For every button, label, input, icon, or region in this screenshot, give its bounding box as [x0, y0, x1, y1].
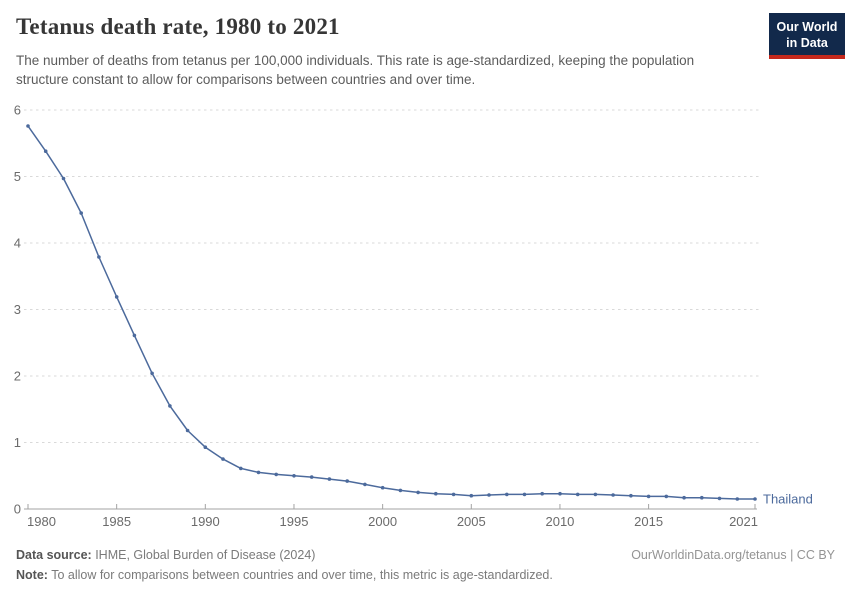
data-point[interactable]	[292, 474, 296, 478]
data-point[interactable]	[203, 445, 208, 450]
data-point[interactable]	[274, 472, 279, 477]
data-point[interactable]	[150, 371, 154, 376]
data-point[interactable]	[629, 493, 633, 498]
data-point[interactable]	[434, 491, 438, 496]
y-tick-label: 3	[14, 302, 21, 317]
x-tick-label: 1990	[191, 514, 220, 529]
y-tick-label: 5	[14, 169, 21, 184]
data-point[interactable]	[451, 492, 456, 497]
data-point[interactable]	[575, 492, 580, 497]
y-tick-label: 0	[14, 502, 21, 517]
data-source-text: IHME, Global Burden of Disease (2024)	[91, 548, 316, 562]
data-point[interactable]	[664, 494, 669, 499]
data-point[interactable]	[43, 149, 48, 153]
x-tick-label: 1985	[102, 514, 131, 529]
y-tick-label: 1	[14, 435, 21, 450]
entity-label-thailand[interactable]: Thailand	[763, 492, 813, 507]
data-point[interactable]	[185, 428, 190, 433]
x-tick-label: 2015	[634, 514, 663, 529]
chart-footer: Data source: IHME, Global Burden of Dise…	[16, 545, 835, 585]
note-text: To allow for comparisons between countri…	[47, 568, 553, 582]
data-point[interactable]	[221, 457, 225, 461]
page-title: Tetanus death rate, 1980 to 2021	[16, 14, 340, 39]
data-point[interactable]	[97, 255, 101, 259]
data-point[interactable]	[682, 495, 686, 500]
series-points[interactable]	[26, 124, 757, 501]
owid-logo-line1: Our World	[776, 20, 838, 34]
data-point[interactable]	[646, 494, 651, 499]
note-label: Note:	[16, 568, 48, 582]
chart-subtitle: The number of deaths from tetanus per 10…	[16, 53, 695, 88]
owid-logo-line2: in Data	[786, 36, 828, 50]
data-point[interactable]	[753, 497, 757, 501]
x-tick-label: 1980	[27, 514, 56, 529]
data-point[interactable]	[735, 497, 740, 501]
data-point[interactable]	[522, 492, 527, 497]
x-tick-label: 2010	[545, 514, 574, 529]
data-point[interactable]	[593, 492, 598, 497]
data-point[interactable]	[363, 482, 367, 487]
y-gridlines	[24, 109, 762, 443]
data-source: Data source: IHME, Global Burden of Dise…	[16, 545, 315, 565]
data-point[interactable]	[611, 493, 615, 497]
data-point[interactable]	[168, 404, 172, 408]
note: Note: To allow for comparisons between c…	[16, 565, 835, 585]
data-point[interactable]	[132, 333, 137, 338]
data-point[interactable]	[380, 485, 385, 490]
data-source-label: Data source:	[16, 548, 92, 562]
data-point[interactable]	[61, 176, 66, 181]
x-tick-label: 2005	[457, 514, 486, 529]
license-link[interactable]: OurWorldinData.org/tetanus | CC BY	[631, 548, 835, 562]
x-tick-label: 2000	[368, 514, 397, 529]
data-point[interactable]	[26, 124, 30, 128]
data-point[interactable]	[114, 295, 119, 299]
line-chart: 0 1 2 3 4 5 6 1980 1985 1990 1995 2000 2005 2010 2015 2…	[0, 95, 850, 545]
data-point[interactable]	[79, 211, 83, 215]
data-point[interactable]	[487, 493, 491, 497]
data-point[interactable]	[505, 492, 509, 497]
data-point[interactable]	[345, 479, 350, 483]
data-point[interactable]	[327, 477, 332, 481]
data-point[interactable]	[558, 491, 562, 496]
data-point[interactable]	[416, 490, 420, 495]
y-tick-label: 4	[14, 236, 21, 251]
data-point[interactable]	[256, 470, 261, 475]
data-point[interactable]	[540, 491, 544, 496]
x-axis	[24, 504, 757, 510]
owid-logo[interactable]: Our World in Data	[769, 13, 845, 59]
y-axis-labels: 0 1 2 3 4 5 6	[14, 103, 21, 517]
series-line-thailand[interactable]	[27, 125, 756, 500]
x-axis-labels: 1980 1985 1990 1995 2000 2005 2010 2015 2021	[27, 514, 758, 529]
line-chart-canvas: 0 1 2 3 4 5 6 1980 1985 1990 1995 2000 2005 2010 2015 2…	[14, 103, 813, 530]
data-point[interactable]	[398, 488, 403, 493]
x-tick-label: 1995	[280, 514, 309, 529]
data-point[interactable]	[309, 475, 314, 479]
y-tick-label: 6	[14, 103, 21, 118]
x-tick-label: 2021	[729, 514, 758, 529]
data-point[interactable]	[700, 495, 704, 500]
data-point[interactable]	[469, 493, 474, 498]
data-point[interactable]	[239, 466, 243, 471]
data-point[interactable]	[717, 496, 722, 501]
y-tick-label: 2	[14, 369, 21, 384]
